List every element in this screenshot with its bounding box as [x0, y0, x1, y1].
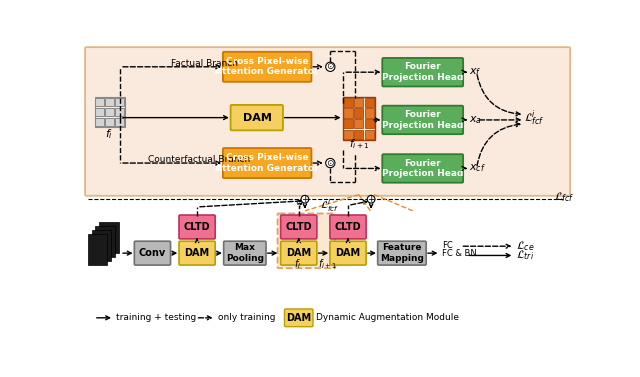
Text: DAM: DAM: [243, 113, 271, 123]
Bar: [342, 97, 375, 140]
Text: CLTD: CLTD: [335, 222, 362, 232]
Circle shape: [301, 195, 308, 203]
Text: Cross Pixel-wise
Attention Generator: Cross Pixel-wise Attention Generator: [216, 57, 319, 77]
Bar: [115, 107, 124, 116]
Bar: [354, 108, 364, 118]
Bar: [344, 119, 353, 129]
Text: Fourier
Projection Head: Fourier Projection Head: [382, 110, 463, 130]
Text: Conv: Conv: [139, 248, 166, 258]
Text: $f_{i+1}$: $f_{i+1}$: [318, 257, 338, 271]
Bar: [106, 107, 114, 116]
Text: Fourier
Projection Head: Fourier Projection Head: [382, 63, 463, 82]
Bar: [365, 98, 374, 107]
Bar: [115, 118, 124, 126]
Text: $\mathcal{L}_{tri}$: $\mathcal{L}_{tri}$: [516, 248, 534, 262]
Bar: [365, 130, 374, 139]
Bar: [115, 98, 124, 106]
Bar: [95, 226, 115, 257]
FancyBboxPatch shape: [330, 241, 366, 265]
Text: Counterfactual Branch: Counterfactual Branch: [147, 155, 250, 164]
Bar: [354, 119, 364, 129]
Text: $x_a$: $x_a$: [469, 114, 482, 126]
Text: only training: only training: [218, 313, 275, 322]
Text: $f_i$: $f_i$: [294, 257, 301, 271]
Text: $x_{cf}$: $x_{cf}$: [469, 162, 486, 174]
Text: Max
Pooling: Max Pooling: [226, 244, 264, 263]
Text: +: +: [367, 195, 375, 204]
Bar: [106, 118, 114, 126]
Text: Factual Branch: Factual Branch: [172, 59, 238, 68]
FancyBboxPatch shape: [179, 215, 215, 239]
Text: ⊙: ⊙: [326, 62, 334, 71]
Bar: [344, 108, 353, 118]
Text: Feature
Mapping: Feature Mapping: [380, 244, 424, 263]
Bar: [95, 98, 104, 106]
FancyBboxPatch shape: [382, 154, 463, 183]
Text: $\mathcal{L}_{fcf}$: $\mathcal{L}_{fcf}$: [554, 190, 575, 204]
Bar: [99, 222, 118, 253]
FancyBboxPatch shape: [378, 241, 426, 265]
Text: $\mathcal{L}^i_{fcf}$: $\mathcal{L}^i_{fcf}$: [524, 109, 544, 128]
Text: $\mathcal{L}^i_{fcf}$: $\mathcal{L}^i_{fcf}$: [320, 197, 340, 214]
Text: CLTD: CLTD: [184, 222, 211, 232]
Bar: [95, 97, 125, 127]
FancyBboxPatch shape: [223, 52, 312, 82]
Bar: [92, 230, 111, 261]
Text: +: +: [301, 195, 308, 204]
Text: $\mathcal{L}_{ce}$: $\mathcal{L}_{ce}$: [516, 239, 534, 253]
Text: CLTD: CLTD: [285, 222, 312, 232]
FancyBboxPatch shape: [285, 309, 313, 327]
Text: $x_f$: $x_f$: [469, 66, 481, 78]
Bar: [344, 130, 353, 139]
Bar: [344, 98, 353, 107]
Text: DAM: DAM: [184, 248, 210, 258]
Text: training + testing: training + testing: [116, 313, 196, 322]
FancyBboxPatch shape: [179, 241, 215, 265]
Text: FC & BN: FC & BN: [442, 249, 477, 257]
Bar: [95, 118, 104, 126]
FancyBboxPatch shape: [281, 215, 317, 239]
Circle shape: [326, 62, 335, 71]
Text: Fourier
Projection Head: Fourier Projection Head: [382, 159, 463, 178]
FancyBboxPatch shape: [85, 47, 570, 196]
Text: Dynamic Augmentation Module: Dynamic Augmentation Module: [316, 313, 459, 322]
Text: DAM: DAM: [286, 313, 311, 323]
FancyBboxPatch shape: [330, 215, 366, 239]
Text: Cross Pixel-wise
Attention Generator: Cross Pixel-wise Attention Generator: [216, 153, 319, 173]
Text: ⊙: ⊙: [326, 159, 334, 167]
FancyBboxPatch shape: [223, 241, 266, 265]
FancyBboxPatch shape: [382, 58, 463, 86]
Text: $f_i$: $f_i$: [104, 127, 113, 141]
Bar: [95, 107, 104, 116]
FancyBboxPatch shape: [382, 106, 463, 134]
Bar: [354, 130, 364, 139]
Bar: [106, 98, 114, 106]
Bar: [354, 98, 364, 107]
Text: DAM: DAM: [286, 248, 311, 258]
FancyBboxPatch shape: [281, 241, 317, 265]
Bar: [365, 108, 374, 118]
Bar: [88, 234, 107, 265]
FancyBboxPatch shape: [223, 148, 312, 178]
Circle shape: [367, 195, 375, 203]
FancyBboxPatch shape: [134, 241, 170, 265]
Text: FC: FC: [442, 241, 452, 250]
FancyBboxPatch shape: [278, 213, 335, 268]
Circle shape: [326, 158, 335, 168]
Text: DAM: DAM: [335, 248, 360, 258]
Text: $f_{i+1}$: $f_{i+1}$: [349, 138, 369, 152]
FancyBboxPatch shape: [230, 105, 283, 130]
Bar: [365, 119, 374, 129]
